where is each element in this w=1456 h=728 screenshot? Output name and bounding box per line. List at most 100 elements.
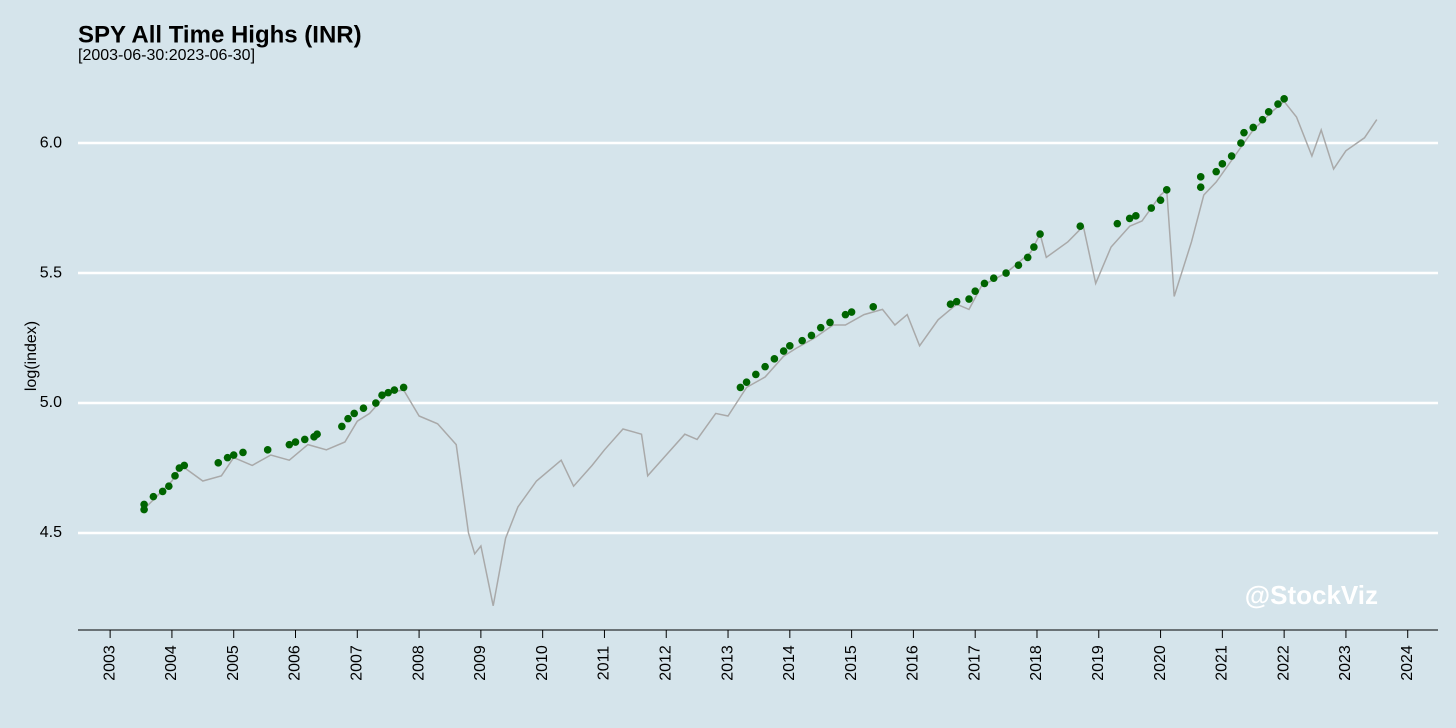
chart-subtitle: [2003-06-30:2023-06-30]: [78, 47, 255, 64]
all-time-high-point: [826, 318, 834, 327]
all-time-high-point: [1132, 212, 1140, 220]
x-tick-label: 2013: [719, 645, 736, 681]
all-time-high-point: [165, 482, 173, 491]
all-time-high-point: [1212, 167, 1220, 176]
all-time-high-point: [384, 388, 392, 397]
all-time-high-point: [946, 300, 955, 309]
x-tick-label: 2023: [1337, 645, 1354, 681]
x-tick-label: 2015: [843, 645, 860, 681]
all-time-high-point: [779, 347, 788, 355]
y-tick-label: 4.5: [40, 524, 62, 541]
x-tick-label: 2018: [1028, 645, 1045, 681]
all-time-high-point: [736, 383, 745, 392]
x-tick-label: 2011: [596, 646, 613, 681]
y-axis-label: log(index): [23, 321, 40, 391]
x-tick-label: 2009: [472, 645, 489, 681]
x-tick-label: 2007: [349, 645, 366, 681]
all-time-high-point: [1196, 173, 1205, 181]
all-time-high-point: [1237, 139, 1245, 147]
all-time-high-point: [1113, 219, 1122, 228]
x-tick-label: 2020: [1152, 645, 1169, 681]
all-time-high-point: [378, 391, 386, 400]
all-time-high-point: [1030, 243, 1038, 251]
all-time-high-point: [140, 500, 148, 509]
x-tick-label: 2014: [781, 645, 798, 681]
x-tick-label: 2024: [1399, 645, 1416, 681]
all-time-high-point: [350, 409, 359, 418]
all-time-high-point: [223, 453, 232, 462]
all-time-high-point: [798, 336, 806, 345]
all-time-high-point: [1023, 253, 1032, 262]
all-time-high-point: [971, 287, 979, 296]
all-time-high-point: [180, 461, 189, 470]
all-time-high-point: [841, 310, 850, 319]
x-tick-label: 2019: [1090, 645, 1107, 681]
all-time-high-point: [770, 355, 779, 363]
all-time-high-point: [149, 492, 158, 501]
all-time-high-point: [1218, 160, 1227, 168]
all-time-high-point: [1196, 183, 1205, 192]
watermark: @StockViz: [1245, 580, 1378, 610]
all-time-high-point: [1156, 196, 1165, 205]
all-time-high-point: [752, 370, 760, 379]
all-time-high-point: [1002, 269, 1010, 277]
x-tick-label: 2017: [966, 645, 983, 681]
all-time-high-point: [989, 274, 998, 283]
y-tick-label: 5.5: [40, 264, 62, 281]
all-time-high-point: [158, 487, 167, 496]
x-tick-label: 2016: [905, 645, 922, 681]
chart-title: SPY All Time Highs (INR): [78, 21, 362, 48]
all-time-high-point: [263, 446, 272, 454]
all-time-high-point: [807, 331, 816, 340]
all-time-high-point: [742, 378, 751, 387]
x-tick-label: 2010: [534, 645, 551, 681]
all-time-high-point: [1014, 261, 1023, 270]
all-time-high-point: [344, 414, 352, 423]
all-time-high-point: [1249, 123, 1258, 132]
price-line: [140, 100, 1378, 606]
all-time-high-point: [291, 438, 300, 446]
all-time-high-point: [786, 342, 794, 350]
all-time-high-point: [816, 323, 825, 332]
all-time-high-point: [1240, 128, 1248, 137]
all-time-high-point: [980, 279, 989, 288]
all-time-high-point: [313, 430, 321, 439]
all-time-high-point: [214, 459, 223, 467]
all-time-high-point: [847, 308, 856, 316]
all-time-high-point: [965, 295, 973, 303]
all-time-high-point: [140, 505, 148, 514]
all-time-high-point: [338, 422, 346, 431]
all-time-high-point: [1258, 115, 1267, 124]
all-time-high-point: [1227, 152, 1236, 160]
all-time-high-point: [372, 399, 380, 407]
x-tick-label: 2004: [163, 645, 180, 681]
all-time-high-point: [1036, 230, 1044, 238]
y-tick-label: 5.0: [40, 394, 62, 411]
all-time-high-point: [359, 404, 368, 413]
y-tick-label: 6.0: [40, 134, 62, 151]
x-tick-label: 2005: [225, 645, 242, 681]
all-time-high-point: [1125, 214, 1134, 223]
all-time-high-point: [300, 435, 309, 444]
all-time-high-point: [1280, 95, 1288, 103]
x-tick-label: 2008: [410, 645, 427, 681]
all-time-high-point: [1274, 100, 1282, 108]
all-time-high-point: [1076, 222, 1085, 231]
x-tick-label: 2003: [101, 645, 118, 681]
all-time-high-point: [1162, 186, 1171, 194]
x-tick-label: 2012: [657, 645, 674, 681]
all-time-high-point: [390, 386, 399, 394]
all-time-high-point: [171, 472, 179, 480]
x-tick-label: 2022: [1275, 645, 1292, 681]
all-time-high-point: [1264, 108, 1273, 116]
all-time-high-point: [399, 383, 408, 392]
all-time-high-point: [761, 362, 769, 371]
all-time-high-point: [952, 297, 961, 306]
all-time-high-point: [869, 303, 878, 311]
all-time-high-point: [229, 451, 238, 459]
all-time-high-point: [1147, 204, 1156, 212]
all-time-high-point: [285, 440, 294, 449]
all-time-high-point: [239, 448, 247, 457]
